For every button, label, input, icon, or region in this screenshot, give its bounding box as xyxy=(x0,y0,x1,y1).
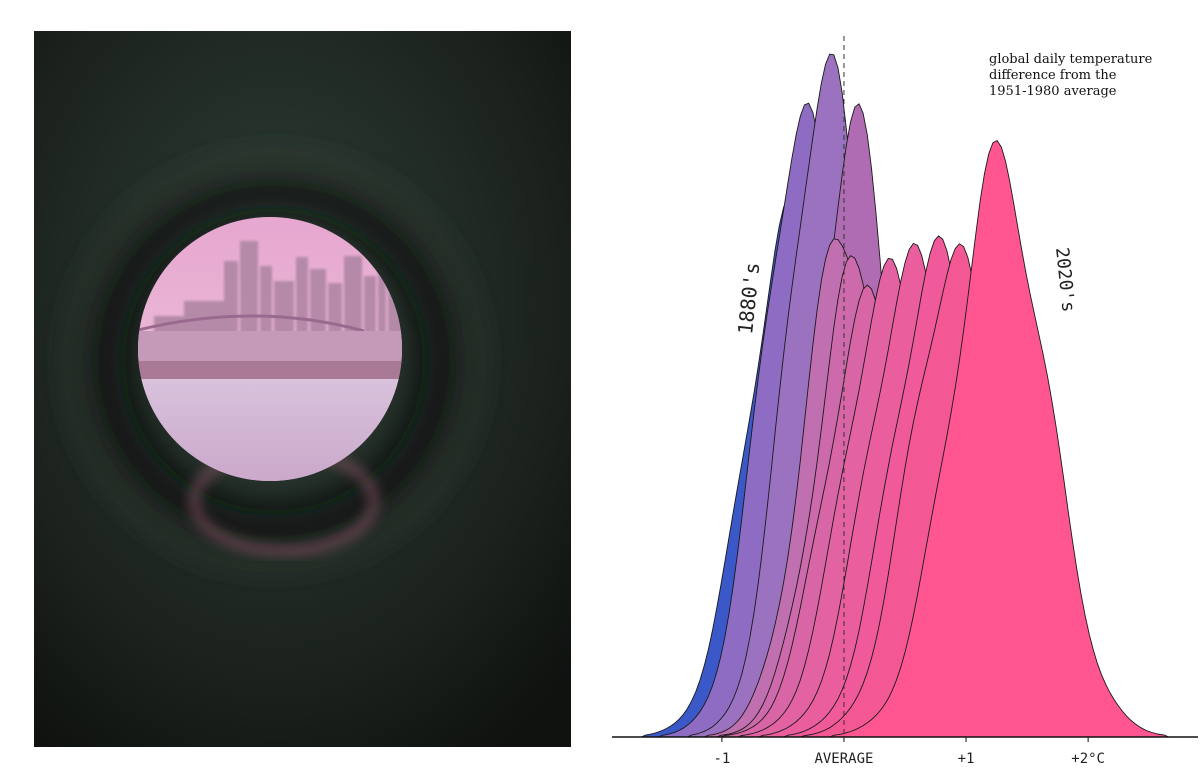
x-tick-label-3: +2°C xyxy=(1071,751,1105,767)
annotation-line-2: difference from the xyxy=(989,68,1117,83)
peephole-photo xyxy=(34,31,571,747)
x-tick-label-0: -1 xyxy=(713,751,730,767)
peephole-illustration xyxy=(34,31,571,747)
peephole-view xyxy=(138,217,402,481)
chart-canvas: -1 AVERAGE +1 +2°C 1880's 2020's global dai… xyxy=(612,36,1198,767)
annotation: global daily temperature difference from… xyxy=(989,52,1153,99)
annotation-line-3: 1951-1980 average xyxy=(989,84,1117,99)
series-label-first: 1880's xyxy=(733,261,764,335)
x-tick-layer: -1 AVERAGE +1 +2°C xyxy=(713,737,1105,767)
x-tick-label-2: +1 xyxy=(958,751,975,767)
annotation-line-1: global daily temperature xyxy=(989,52,1153,67)
temperature-ridgeline-chart: -1 AVERAGE +1 +2°C 1880's 2020's global dai… xyxy=(600,0,1200,776)
series-layer xyxy=(612,53,1198,738)
series-label-last: 2020's xyxy=(1051,246,1079,313)
x-tick-label-1: AVERAGE xyxy=(814,751,873,767)
